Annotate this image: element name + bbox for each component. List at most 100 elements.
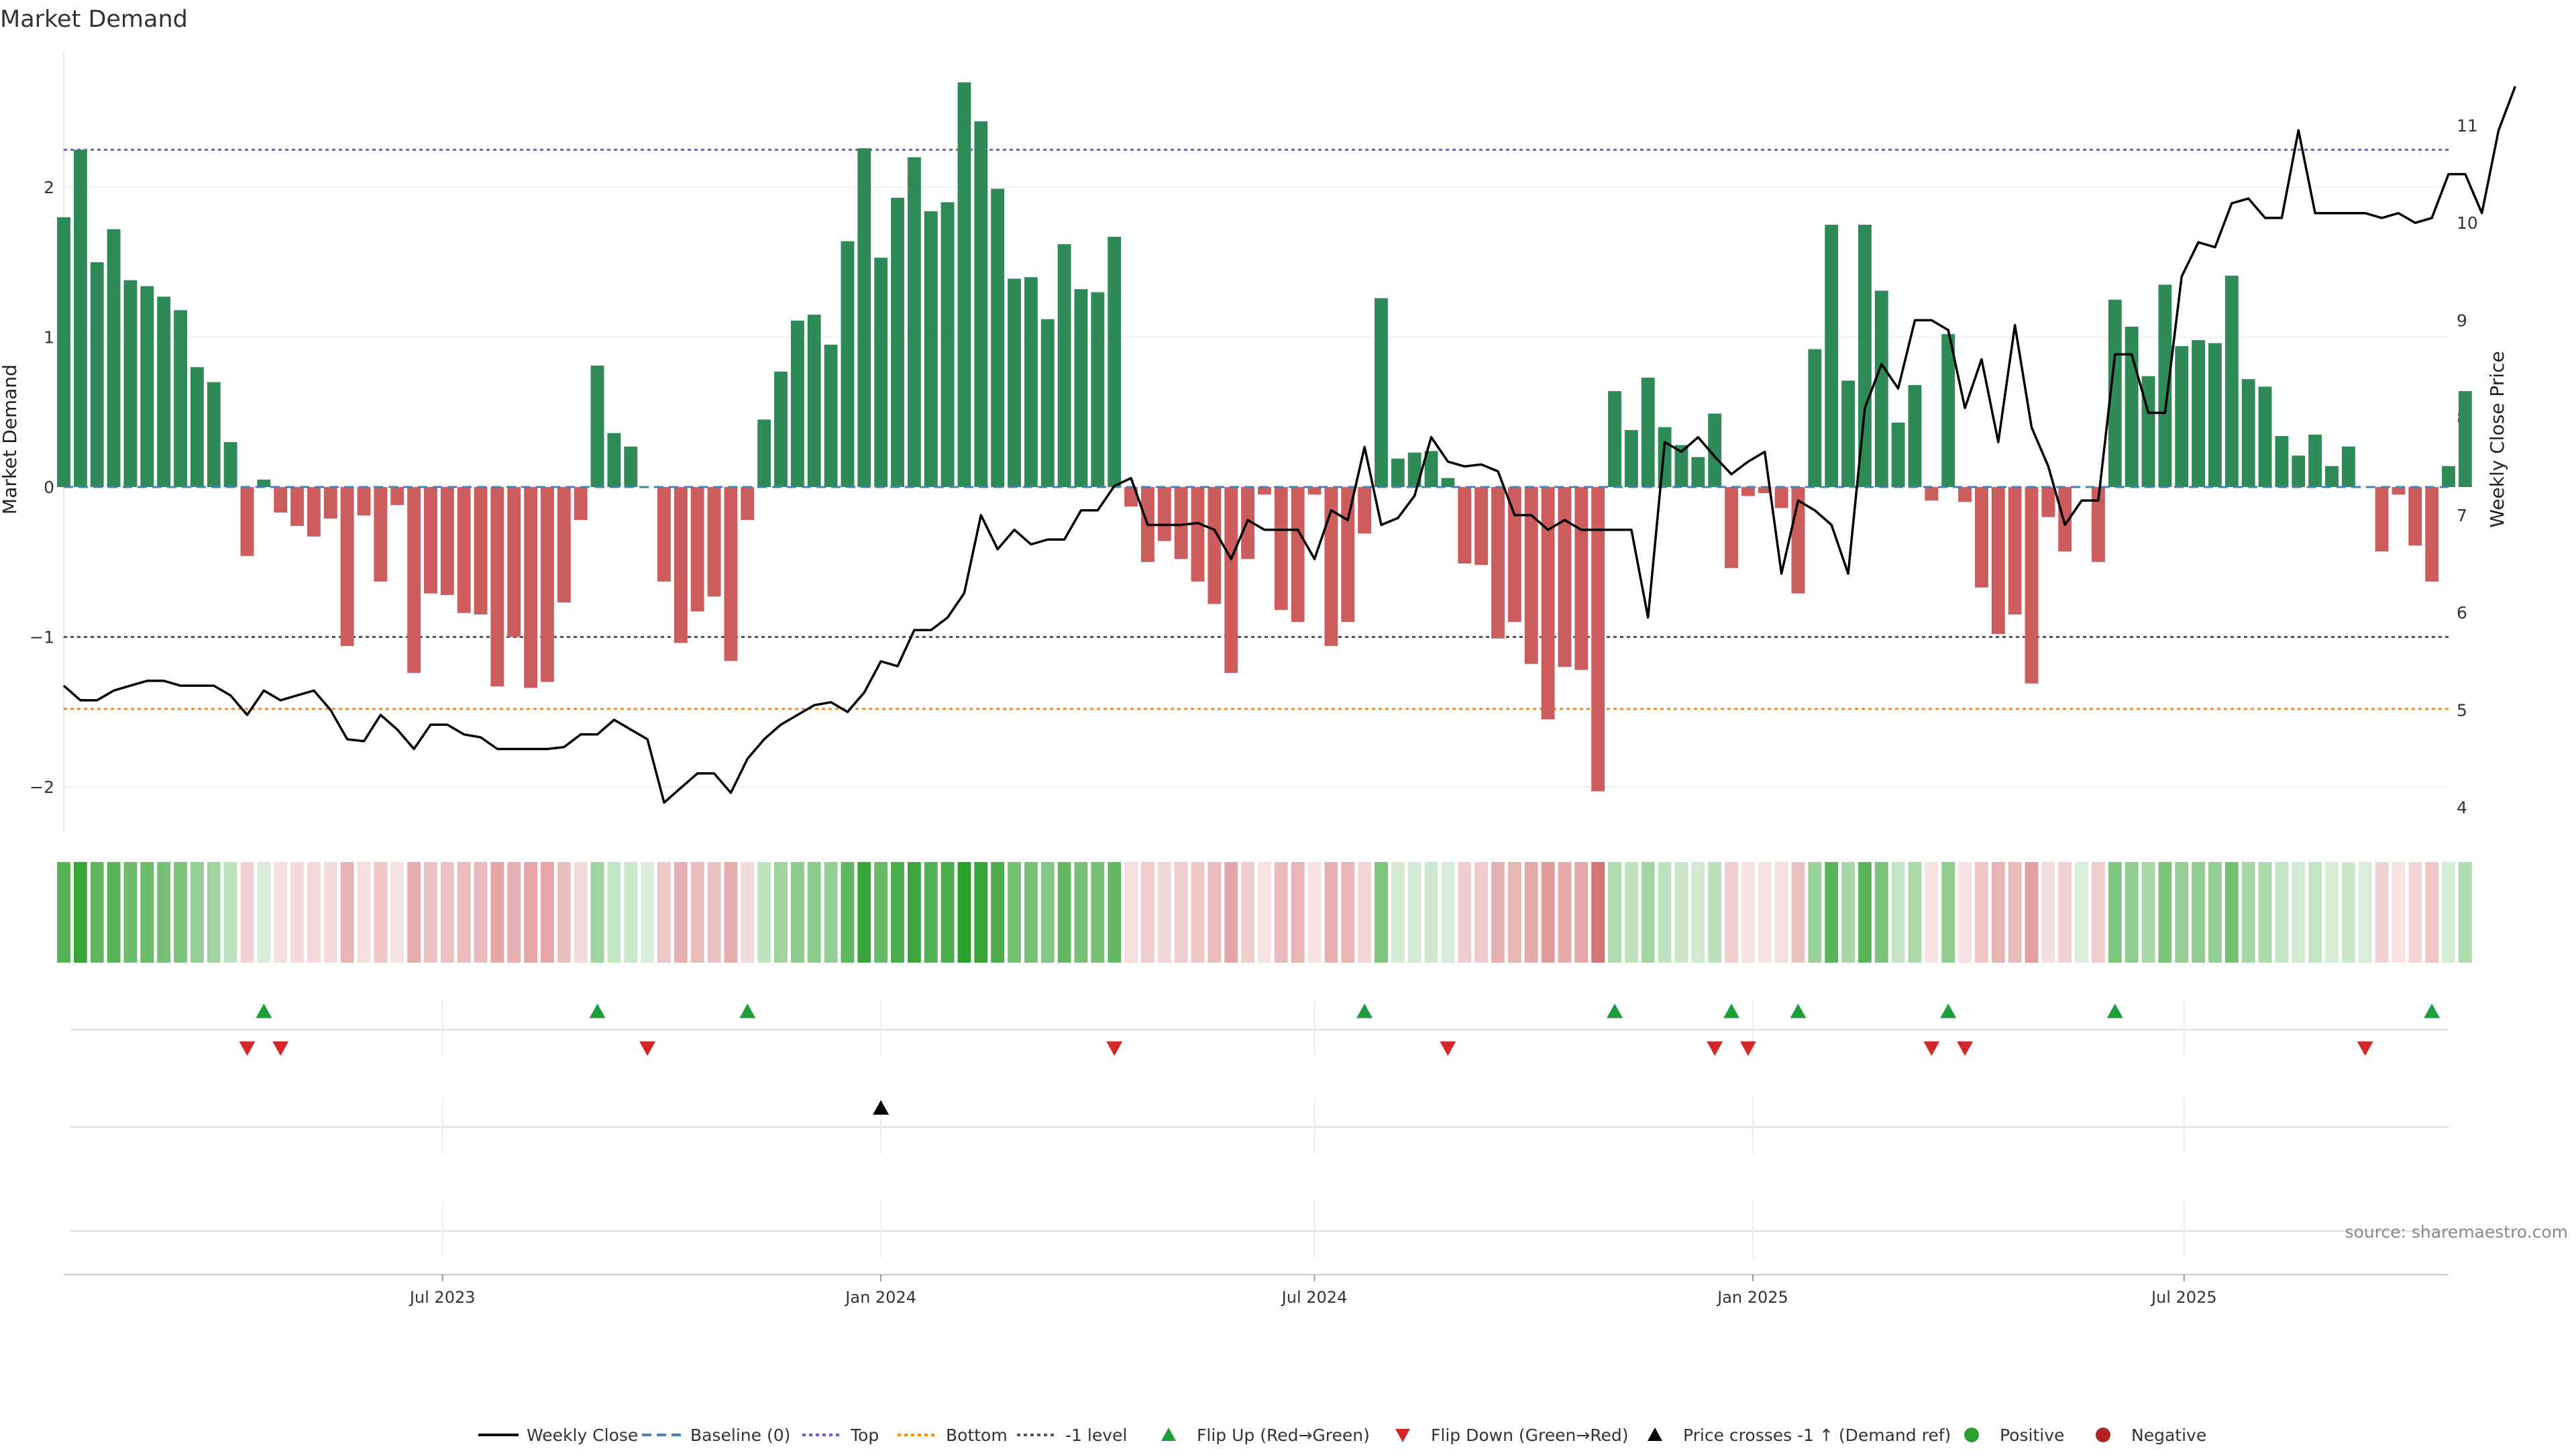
heat-cell — [357, 862, 371, 963]
demand-bar — [2392, 487, 2406, 495]
heat-cell — [1274, 862, 1288, 963]
demand-bar — [707, 487, 721, 597]
heat-cell — [1040, 862, 1055, 963]
heat-cell — [1774, 862, 1788, 963]
heat-cell — [1624, 862, 1638, 963]
heat-cell — [1140, 862, 1155, 963]
heat-cell — [1641, 862, 1655, 963]
heat-cell — [1074, 862, 1088, 963]
heat-cell — [2208, 862, 2222, 963]
heat-cell — [891, 862, 904, 963]
heat-cell — [1458, 862, 1472, 963]
heat-cell — [1424, 862, 1438, 963]
heat-cell — [2241, 862, 2255, 963]
flip-down-marker — [639, 1041, 656, 1056]
heat-cell — [1008, 862, 1021, 963]
heat-cell — [2058, 862, 2072, 963]
heat-cell — [574, 862, 588, 963]
demand-bar — [423, 487, 437, 594]
demand-bar — [157, 297, 171, 488]
demand-bar — [174, 310, 187, 488]
demand-bar — [1891, 422, 1905, 488]
heat-cell — [274, 862, 288, 963]
heat-cell — [824, 862, 838, 963]
legend-swatch-triangle-down — [1395, 1429, 1410, 1442]
heat-cell — [657, 862, 671, 963]
demand-bar — [824, 344, 838, 488]
heat-cell — [107, 862, 121, 963]
flip-down-marker — [1739, 1041, 1756, 1056]
heat-cell — [1474, 862, 1489, 963]
demand-bar — [1507, 487, 1521, 623]
heat-cell — [1708, 862, 1722, 963]
heat-cell — [1491, 862, 1505, 963]
y2-tick-label: 9 — [2457, 311, 2467, 330]
heat-cell — [1974, 862, 1988, 963]
demand-bar — [2192, 340, 2206, 488]
demand-bar — [1091, 292, 1105, 488]
demand-bar — [2292, 455, 2306, 488]
heat-cell — [1591, 862, 1605, 963]
heat-cell — [1024, 862, 1038, 963]
x-tick-label: Jan 2025 — [1716, 1288, 1788, 1307]
heat-cell — [1825, 862, 1839, 963]
legend-swatch-circle — [1964, 1428, 1979, 1442]
flip-down-marker — [239, 1041, 256, 1056]
heat-cell — [841, 862, 855, 963]
demand-bar — [1424, 451, 1438, 488]
flip-down-marker — [1440, 1041, 1456, 1056]
source-note: source: sharemaestro.com — [2345, 1222, 2569, 1242]
demand-bar — [2308, 434, 2322, 488]
heat-cell — [557, 862, 571, 963]
demand-bar — [1974, 487, 1988, 588]
demand-bar — [257, 479, 271, 488]
heat-cell — [340, 862, 354, 963]
demand-bar — [1024, 277, 1038, 488]
demand-bar — [624, 446, 638, 488]
demand-bar — [140, 286, 154, 488]
heat-cell — [1108, 862, 1122, 963]
demand-bar — [1958, 487, 1972, 502]
demand-bar — [407, 487, 421, 674]
demand-bar — [73, 150, 87, 488]
y2-tick-label: 11 — [2457, 116, 2478, 136]
demand-bar — [2125, 326, 2139, 488]
y-tick-label: −1 — [30, 628, 54, 647]
heat-cell — [1908, 862, 1922, 963]
heat-cell — [1658, 862, 1672, 963]
demand-bar — [1124, 487, 1138, 507]
demand-bar — [657, 487, 671, 582]
legend-label: Flip Down (Green→Red) — [1431, 1426, 1629, 1445]
heat-cell — [223, 862, 237, 963]
heat-cell — [307, 862, 321, 963]
legend-label: Weekly Close — [527, 1426, 638, 1445]
legend-label: Flip Up (Red→Green) — [1197, 1426, 1370, 1445]
x-tick-label: Jan 2024 — [844, 1288, 916, 1307]
flip-up-marker — [2106, 1004, 2123, 1018]
demand-bar — [1591, 487, 1605, 792]
legend-label: Positive — [2000, 1426, 2064, 1445]
heat-cell — [2091, 862, 2105, 963]
heat-cell — [1558, 862, 1572, 963]
demand-bar — [1491, 487, 1505, 639]
heat-cell — [1991, 862, 2005, 963]
demand-bar — [90, 262, 104, 488]
heat-cell — [240, 862, 254, 963]
demand-bar — [1558, 487, 1572, 667]
heat-cell — [1674, 862, 1688, 963]
y2-axis-label: Weekly Close Price — [2486, 351, 2508, 527]
flip-down-marker — [272, 1041, 289, 1056]
heat-cell — [1958, 862, 1972, 963]
heat-cell — [741, 862, 755, 963]
heat-cell — [1541, 862, 1555, 963]
y-tick-label: 1 — [44, 328, 54, 347]
demand-bar — [724, 487, 738, 661]
heat-cell — [2008, 862, 2022, 963]
heat-cell — [1358, 862, 1372, 963]
demand-bar — [2275, 436, 2289, 488]
heat-strip — [57, 862, 2472, 963]
heat-cell — [874, 862, 888, 963]
demand-bar — [2341, 446, 2355, 488]
heat-cell — [907, 862, 921, 963]
